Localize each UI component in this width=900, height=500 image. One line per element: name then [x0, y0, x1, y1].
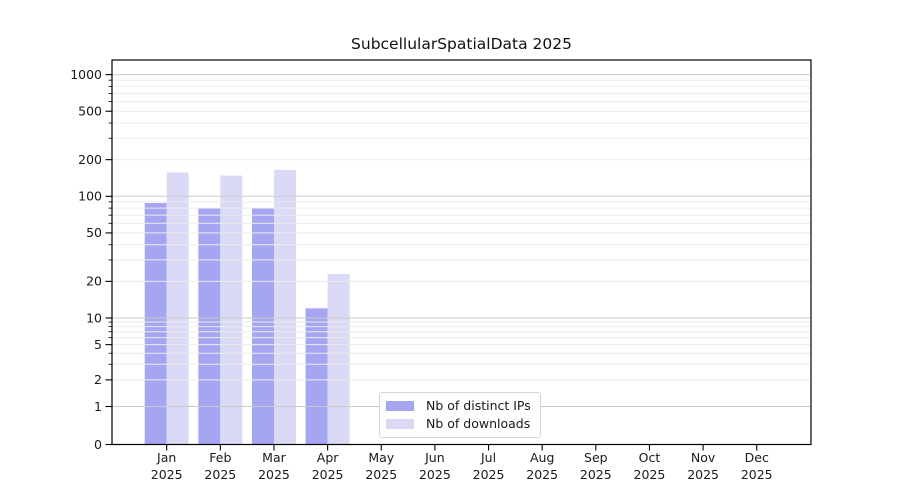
y-tick-label: 1000: [70, 67, 102, 82]
x-tick-label-jan: Jan 2025: [151, 450, 183, 482]
bar-ips-apr: [305, 308, 328, 445]
x-tick-label-feb: Feb 2025: [204, 450, 236, 482]
bar-ips-jan: [144, 203, 167, 445]
bar-downloads-apr: [327, 273, 350, 445]
x-tick-label-may: May 2025: [365, 450, 397, 482]
bar-downloads-mar: [273, 169, 296, 445]
x-tick-label-oct: Oct 2025: [634, 450, 666, 482]
y-tick-label: 0: [94, 437, 102, 452]
plot-frame: [111, 59, 812, 446]
bar-downloads-feb: [220, 175, 243, 445]
x-tick-label-dec: Dec 2025: [741, 450, 773, 482]
x-tick-label-jun: Jun 2025: [419, 450, 451, 482]
bar-downloads-jan: [166, 172, 189, 445]
y-tick-label: 20: [86, 274, 102, 289]
legend-item-distinct-ips: Nb of distinct IPs: [386, 399, 531, 413]
x-tick-label-jul: Jul 2025: [473, 450, 505, 482]
legend-swatch-downloads-icon: [386, 419, 414, 429]
x-tick-label-sep: Sep 2025: [580, 450, 612, 482]
y-tick-label: 100: [78, 189, 102, 204]
y-tick-label: 50: [86, 225, 102, 240]
y-tick-label: 500: [78, 104, 102, 119]
y-tick-label: 2: [94, 372, 102, 387]
legend-label-downloads: Nb of downloads: [426, 416, 531, 431]
legend-label-distinct-ips: Nb of distinct IPs: [426, 398, 531, 413]
y-tick-label: 5: [94, 337, 102, 352]
legend-swatch-distinct-ips-icon: [386, 401, 414, 411]
y-tick-label: 10: [86, 310, 102, 325]
y-tick-label: 200: [78, 152, 102, 167]
x-tick-label-aug: Aug 2025: [526, 450, 558, 482]
x-tick-label-mar: Mar 2025: [258, 450, 290, 482]
legend: Nb of distinct IPs Nb of downloads: [379, 392, 541, 438]
x-tick-label-nov: Nov 2025: [687, 450, 719, 482]
legend-item-downloads: Nb of downloads: [386, 417, 531, 431]
y-tick-label: 1: [94, 399, 102, 414]
chart-title: SubcellularSpatialData 2025: [351, 35, 572, 53]
x-tick-label-apr: Apr 2025: [312, 450, 344, 482]
